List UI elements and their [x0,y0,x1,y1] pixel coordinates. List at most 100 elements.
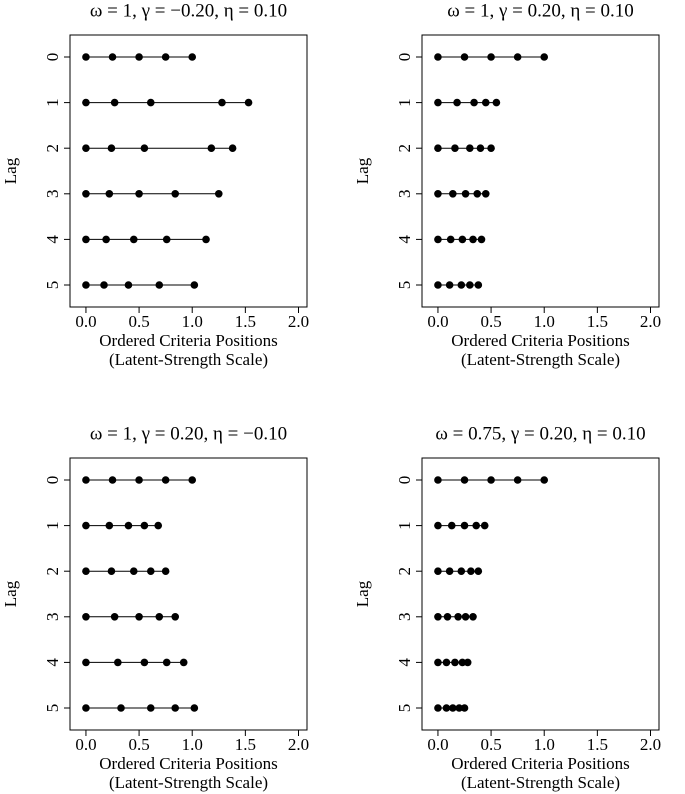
point [129,235,138,244]
point [129,567,138,575]
point [434,704,442,712]
plot-frame [69,457,308,731]
point [442,704,451,712]
point [453,98,461,107]
point [466,281,474,289]
x-axis-label: Ordered Criteria Positions [451,754,629,773]
point [155,613,164,621]
point [140,144,149,152]
y-axis-label: Lag [1,580,20,607]
x-tick-label: 2.0 [640,312,661,331]
y-tick-label: 2 [395,144,414,153]
y-tick-label: 3 [43,190,62,199]
y-tick-label: 4 [395,658,414,667]
point [442,658,451,667]
point [449,704,457,712]
y-axis-label: Lag [353,157,372,184]
point [487,144,495,152]
point [82,704,90,712]
point [107,567,116,575]
y-tick-label: 0 [395,53,414,62]
point [474,281,483,289]
point [434,281,442,289]
x-tick-label: 2.0 [288,312,309,331]
point [466,144,474,152]
x-tick-label: 1.5 [587,312,608,331]
point [469,235,477,244]
point [102,235,110,244]
y-axis-label: Lag [1,157,20,184]
point [455,704,463,712]
point [474,567,483,575]
x-tick-label: 1.5 [235,312,256,331]
point [458,235,467,244]
plot-frame [69,34,308,308]
x-axis-label: (Latent-Strength Scale) [109,773,268,792]
point [469,613,477,621]
point [207,144,216,152]
y-tick-label: 1 [395,98,414,107]
point [110,613,119,621]
x-tick-label: 0.0 [75,312,96,331]
point [434,190,442,198]
point [82,476,90,484]
point [146,704,155,712]
point [82,190,90,198]
point [457,567,466,575]
y-tick-label: 3 [43,613,62,622]
x-tick-label: 1.5 [235,735,256,754]
x-tick-label: 1.0 [182,312,203,331]
point [434,235,442,244]
y-tick-label: 0 [43,53,62,62]
point [214,190,223,198]
x-tick-label: 0.0 [427,735,448,754]
y-tick-label: 5 [395,281,414,290]
point [146,98,155,107]
y-axis-label: Lag [353,580,372,607]
point [135,613,143,621]
point [481,190,490,198]
point [162,235,171,244]
x-tick-label: 0.5 [480,312,501,331]
y-tick-label: 5 [395,704,414,713]
point [135,190,143,198]
point [463,658,472,667]
point [135,476,143,484]
point [124,521,133,530]
point [140,521,149,530]
point [461,190,470,198]
point [82,567,90,575]
point [473,190,482,198]
chart-title: ω = 1, γ = −0.20, η = 0.10 [90,0,287,21]
point [445,567,454,575]
point [161,53,170,61]
point [171,190,180,198]
chart-title: ω = 1, γ = 0.20, η = −0.10 [90,423,287,444]
point [82,613,90,621]
point [460,521,469,530]
point [154,521,163,530]
point [434,144,442,152]
point [434,476,442,484]
y-tick-label: 3 [395,613,414,622]
point [188,476,197,484]
point [434,53,442,61]
y-tick-label: 0 [43,476,62,485]
plot-frame [421,457,660,731]
point [467,567,475,575]
point [451,658,459,667]
point [161,567,170,575]
point [108,476,117,484]
y-tick-label: 4 [395,235,414,244]
x-tick-label: 0.0 [75,735,96,754]
x-axis-label: Ordered Criteria Positions [99,754,277,773]
point [105,521,114,530]
point [487,476,495,484]
x-tick-label: 1.0 [534,312,555,331]
point [447,521,456,530]
point [445,281,454,289]
point [244,98,253,107]
point [105,190,114,198]
y-tick-label: 5 [43,704,62,713]
point [161,476,170,484]
